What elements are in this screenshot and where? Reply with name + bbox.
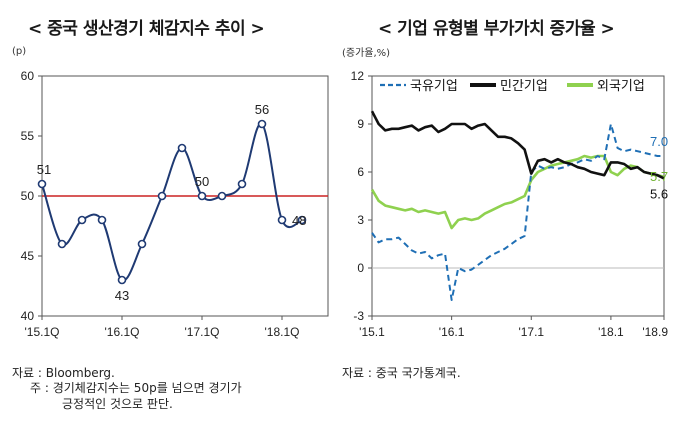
left-data-label: 51 bbox=[37, 162, 51, 177]
left-y-tick-label: 45 bbox=[21, 249, 35, 263]
left-data-point bbox=[217, 191, 227, 201]
left-y-tick-label: 60 bbox=[21, 69, 35, 83]
right-series-line-state bbox=[371, 123, 664, 301]
right-y-tick-label: 9 bbox=[357, 117, 364, 131]
right-chart-title: < 기업 유형별 부가가치 증가율 > bbox=[378, 19, 615, 39]
right-x-tick-label: '15.1 bbox=[359, 325, 385, 339]
left-data-point bbox=[257, 119, 267, 129]
left-x-tick-label: '17.1Q bbox=[185, 325, 220, 339]
right-unit-label: (증가율,%) bbox=[342, 48, 391, 59]
right-end-label: 5.7 bbox=[650, 169, 668, 184]
legend-entry-label: 국유기업 bbox=[410, 79, 458, 94]
left-source-note: 자료 : Bloomberg. bbox=[12, 366, 115, 380]
left-unit-label: (p) bbox=[12, 46, 27, 57]
left-data-label: 56 bbox=[255, 102, 269, 117]
left-data-point bbox=[77, 215, 87, 225]
right-chart: -3 0 3 6 9 12 '15.1 '16.1 '17.1 '18.1 '18.9 7.0 5.7 5… bbox=[351, 69, 669, 339]
left-data-point bbox=[237, 179, 247, 189]
right-x-tick-label: '17.1 bbox=[518, 325, 544, 339]
right-y-tick-label: 6 bbox=[357, 165, 364, 179]
right-x-tick-label: '18.9 bbox=[642, 325, 668, 339]
right-series-line-private bbox=[370, 110, 665, 180]
right-plot-frame bbox=[371, 75, 665, 317]
left-data-point bbox=[97, 215, 107, 225]
left-data-point bbox=[57, 239, 67, 249]
left-data-point bbox=[117, 275, 127, 285]
right-y-tick-label: 0 bbox=[357, 261, 364, 275]
right-x-tick-label: '16.1 bbox=[439, 325, 465, 339]
left-data-point bbox=[297, 215, 307, 225]
left-data-point bbox=[37, 179, 47, 189]
legend-entry-label: 외국기업 bbox=[597, 79, 645, 94]
right-series-line-foreign bbox=[370, 154, 665, 230]
left-data-point bbox=[277, 215, 287, 225]
left-data-label: 48 bbox=[292, 213, 306, 228]
left-x-tick-label: '16.1Q bbox=[105, 325, 140, 339]
left-chart-title: < 중국 생산경기 체감지수 추이 > bbox=[28, 19, 265, 39]
left-chart: 40 45 50 55 60 '15.1Q '16.1Q '17.1Q '18.1Q 51 43 50… bbox=[21, 69, 329, 339]
left-data-point bbox=[177, 143, 187, 153]
left-data-label: 43 bbox=[115, 288, 129, 303]
right-end-label: 5.6 bbox=[650, 186, 668, 201]
left-footnote-line1: 주 : 경기체감지수는 50p를 넘으면 경기가 bbox=[30, 381, 242, 395]
left-y-tick-label: 50 bbox=[21, 189, 35, 203]
left-data-point bbox=[157, 191, 167, 201]
left-data-label: 50 bbox=[195, 174, 209, 189]
left-series-line bbox=[41, 122, 303, 282]
right-y-tick-label: -3 bbox=[353, 309, 364, 323]
left-footnote-line2: 긍정적인 것으로 판단. bbox=[62, 397, 173, 411]
left-y-tick-label: 55 bbox=[21, 129, 35, 143]
left-data-point bbox=[137, 239, 147, 249]
right-x-tick-label: '18.1 bbox=[598, 325, 624, 339]
left-data-point bbox=[197, 191, 207, 201]
left-y-tick-label: 40 bbox=[21, 309, 35, 323]
right-end-label: 7.0 bbox=[650, 134, 668, 149]
right-y-tick-label: 12 bbox=[351, 69, 365, 83]
left-x-tick-label: '18.1Q bbox=[265, 325, 300, 339]
left-x-tick-label: '15.1Q bbox=[25, 325, 60, 339]
right-source-note: 자료 : 중국 국가통계국. bbox=[342, 366, 461, 380]
legend-entry-label: 민간기업 bbox=[500, 79, 548, 94]
right-y-tick-label: 3 bbox=[357, 213, 364, 227]
right-legend: 국유기업 민간기업 외국기업 bbox=[380, 79, 645, 94]
